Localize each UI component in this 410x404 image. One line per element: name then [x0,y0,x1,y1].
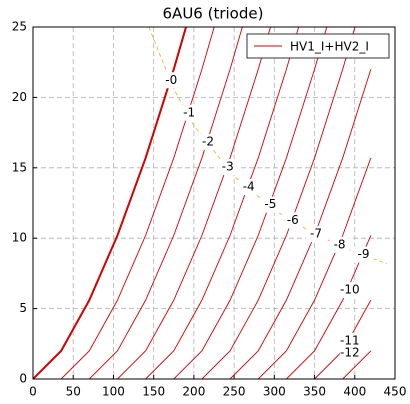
curve-label: -0 [165,73,177,87]
legend: HV1_I+HV2_I [246,33,390,59]
curve-label-bg [282,212,303,229]
curve-label-bg [161,72,182,89]
x-tick-label: 200 [182,385,205,399]
y-tick-label: 10 [12,231,27,245]
chart-title: 6AU6 (triode) [163,5,264,23]
curve-label: -1 [183,105,195,119]
curve-label: -8 [334,237,346,251]
curve-label-bg [238,179,259,196]
curve-label-bg [260,196,281,213]
x-tick-label: 300 [263,385,286,399]
curve-label-bg [179,104,200,121]
curve [33,27,328,379]
curve-label: -6 [287,213,299,227]
curve-label: -10 [340,283,360,297]
curve-label-bg [353,246,374,263]
y-tick-label: 0 [19,372,27,386]
y-tick-label: 15 [12,160,27,174]
x-tick-label: 350 [303,385,326,399]
x-tick-label: 50 [66,385,81,399]
x-tick-label: 450 [384,385,407,399]
curve-label: -3 [222,160,234,174]
curve [33,27,271,379]
curve [33,350,372,379]
curve-label-bg [217,159,238,176]
y-tick-label: 25 [12,20,27,34]
y-tick-label: 5 [19,301,27,315]
curve-label-bg [339,345,360,361]
curve-label-bg [197,134,218,151]
curve-label: -12 [340,346,360,360]
curve-label: -4 [243,180,255,194]
curve-label-bg [305,226,326,243]
y-tick-label: 20 [12,90,27,104]
dissipation-line [148,27,388,264]
x-tick-label: 400 [343,385,366,399]
legend-label: HV1_I+HV2_I [290,40,369,54]
curve [33,235,372,379]
curve-label: -7 [310,227,322,241]
curve [33,27,356,379]
curve [33,27,300,379]
curve [33,69,372,379]
x-tick-label: 100 [102,385,125,399]
curve [33,27,188,379]
curve [33,157,372,379]
curve-label-bg [329,236,350,253]
curve-label: -5 [264,197,276,211]
curve [33,27,215,379]
curve [33,27,243,379]
curve-label: -11 [340,333,360,347]
curve-label-bg [339,332,360,349]
x-tick-label: 0 [29,385,37,399]
x-tick-label: 250 [223,385,246,399]
curve-label: -2 [202,135,214,149]
x-tick-label: 150 [142,385,165,399]
curve-label-bg [339,282,360,299]
plot-frame [32,26,396,380]
curve-label: -9 [358,247,370,261]
